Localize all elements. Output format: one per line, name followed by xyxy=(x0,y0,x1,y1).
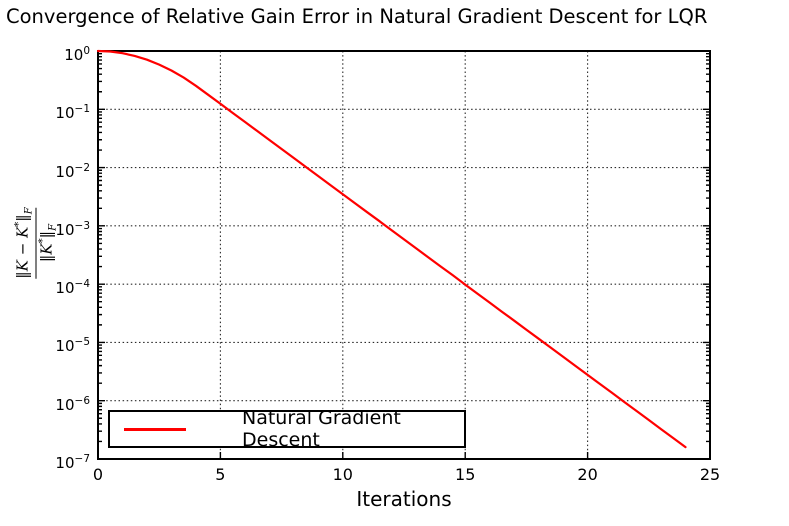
y-tick-label: 10−7 xyxy=(55,453,90,472)
ylabel-fraction: ‖K − K*‖F ‖K*‖F xyxy=(13,207,60,279)
x-tick-label: 0 xyxy=(92,465,104,484)
ylabel-den-sup: * xyxy=(37,238,49,244)
plot-spines xyxy=(97,50,711,460)
x-tick-label: 10 xyxy=(332,465,353,484)
ylabel-num-close: ‖ xyxy=(13,214,32,222)
chart-title: Convergence of Relative Gain Error in Na… xyxy=(6,5,708,28)
ylabel-num-sup: * xyxy=(13,221,25,227)
x-tick-label: 5 xyxy=(215,465,226,484)
y-tick-label: 10−4 xyxy=(55,278,90,298)
x-tick-label: 25 xyxy=(699,465,721,484)
x-tick-label: 15 xyxy=(455,465,476,484)
y-tick-label: 100 xyxy=(64,45,90,64)
y-tick-label: 10−6 xyxy=(55,394,90,414)
y-tick-label: 10−1 xyxy=(55,103,90,123)
legend-line-sample xyxy=(124,427,186,431)
ylabel-num-body: ‖K − K xyxy=(13,226,32,279)
x-tick-label: 20 xyxy=(577,465,598,484)
axis-ticks xyxy=(97,50,711,460)
ylabel-den-body: ‖K xyxy=(37,243,56,263)
legend: Natural Gradient Descent xyxy=(108,407,466,451)
ylabel-num-sub: F xyxy=(23,207,35,215)
curve-natural-gradient-descent xyxy=(96,49,687,449)
legend-label: Natural Gradient Descent xyxy=(242,407,401,451)
x-axis-label: Iterations xyxy=(356,487,452,511)
ylabel-numerator: ‖K − K*‖F xyxy=(13,207,36,278)
ylabel-den-close: ‖ xyxy=(37,230,56,239)
y-tick-label: 10−2 xyxy=(55,161,90,181)
y-tick-label: 10−5 xyxy=(55,336,90,356)
y-tick-label: 10−3 xyxy=(55,219,90,239)
